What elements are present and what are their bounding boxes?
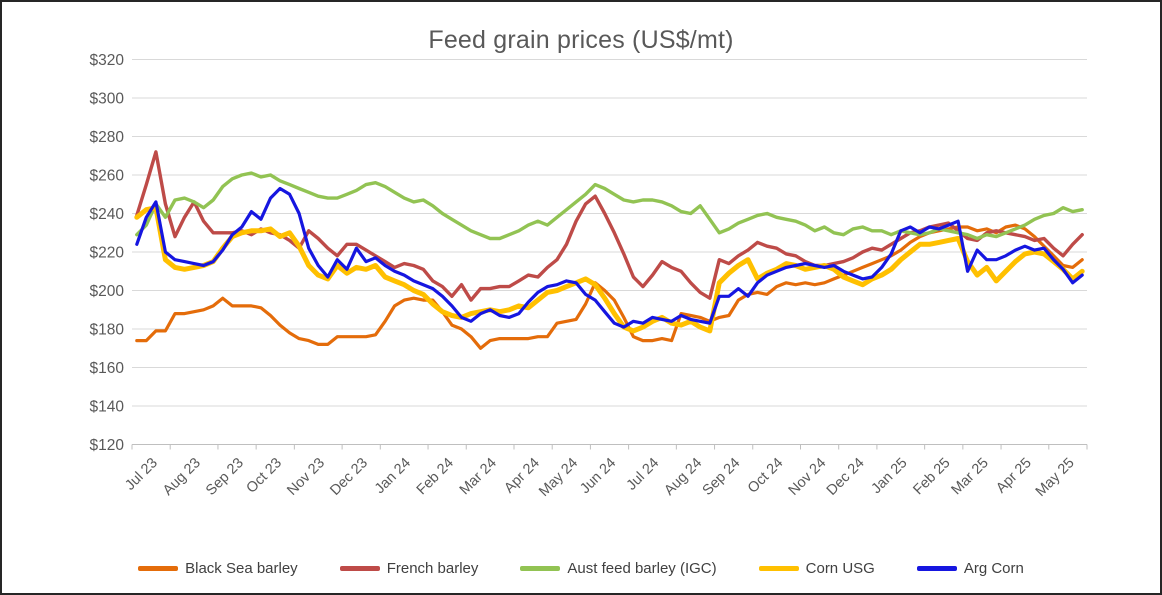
series-line-corn-usg — [134, 205, 1085, 334]
y-axis-tick-label: $260 — [90, 168, 125, 185]
y-axis-tick-label: $220 — [90, 245, 125, 262]
legend-line-swatch — [138, 566, 179, 571]
legend-item-aust-feed-barley-igc-: Aust feed barley (IGC) — [520, 560, 717, 577]
x-axis-tick-label: Apr 25 — [993, 455, 1035, 497]
chart-title: Feed grain prices (US$/mt) — [428, 26, 734, 54]
legend-label: Black Sea barley — [185, 560, 298, 577]
x-axis-tick-label: Dec 24 — [824, 455, 868, 499]
legend-label: Corn USG — [805, 560, 875, 577]
x-axis-tick-label: Nov 23 — [284, 455, 328, 499]
x-axis-tick-label: Dec 23 — [327, 455, 371, 499]
x-axis-tick-label: Sep 23 — [203, 455, 247, 499]
x-axis-tick-label: Nov 24 — [786, 455, 830, 499]
x-axis-tick-label: Feb 24 — [414, 455, 457, 498]
y-axis-tick-label: $300 — [90, 91, 125, 108]
legend-item-french-barley: French barley — [339, 560, 479, 577]
x-axis-tick-label: Jul 24 — [624, 455, 663, 494]
legend-line-swatch — [520, 566, 561, 571]
legend-item-arg-corn: Arg Corn — [916, 560, 1024, 577]
x-axis-tick-label: Aug 24 — [661, 455, 705, 499]
legend-item-black-sea-barley: Black Sea barley — [138, 560, 298, 577]
x-axis-tick-label: Feb 25 — [910, 455, 953, 498]
x-axis-tick-label: Jul 23 — [122, 455, 161, 494]
legend-line-swatch — [916, 566, 957, 571]
y-axis-tick-label: $160 — [90, 360, 125, 377]
legend-label: French barley — [386, 560, 479, 577]
series-line-french-barley — [135, 150, 1084, 302]
legend-label: Aust feed barley (IGC) — [567, 560, 717, 577]
legend-line-swatch — [339, 566, 380, 571]
y-axis-tick-label: $180 — [90, 322, 125, 339]
x-axis-tick-label: Mar 25 — [949, 455, 992, 498]
y-axis-tick-label: $200 — [90, 283, 125, 300]
legend-label: Arg Corn — [963, 560, 1024, 577]
x-axis-tick-label: Jun 24 — [577, 455, 619, 497]
series-line-aust-feed-barley-igc- — [135, 171, 1084, 241]
y-axis-tick-label: $140 — [90, 399, 125, 416]
x-axis-tick-label: Oct 24 — [745, 455, 787, 497]
x-axis-tick-label: Aug 23 — [160, 455, 204, 499]
series-line-arg-corn — [135, 186, 1084, 329]
x-axis-tick-label: Sep 24 — [700, 455, 744, 499]
y-axis-tick-label: $120 — [90, 437, 125, 454]
x-axis-tick-label: Mar 24 — [457, 455, 500, 498]
x-axis-tick-label: May 24 — [536, 455, 581, 500]
chart-legend: Black Sea barley French barley Aust feed b… — [2, 560, 1160, 577]
x-axis-tick-label: May 25 — [1033, 455, 1078, 500]
y-axis-tick-label: $240 — [90, 206, 125, 223]
x-axis-tick-label: Jan 25 — [868, 455, 910, 497]
legend-line-swatch — [758, 566, 799, 571]
legend-item-corn-usg: Corn USG — [758, 560, 875, 577]
x-axis-tick-label: Jan 24 — [372, 455, 414, 497]
x-axis-tick-label: Oct 23 — [244, 455, 286, 497]
y-axis-tick-label: $280 — [90, 129, 125, 146]
y-axis-tick-label: $320 — [90, 52, 125, 69]
